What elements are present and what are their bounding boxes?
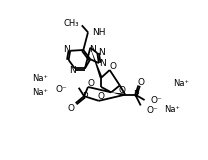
- Text: O: O: [137, 78, 144, 87]
- Text: Na⁺: Na⁺: [32, 74, 48, 83]
- Text: O: O: [98, 92, 105, 101]
- Text: O⁻: O⁻: [55, 85, 67, 94]
- Text: NH: NH: [92, 28, 105, 37]
- Text: O: O: [88, 79, 95, 88]
- Text: O: O: [67, 104, 74, 113]
- Text: N: N: [98, 48, 105, 57]
- Text: P: P: [133, 90, 139, 99]
- Text: O⁻: O⁻: [146, 106, 158, 115]
- Text: CH₃: CH₃: [63, 19, 79, 28]
- Text: Na⁺: Na⁺: [164, 105, 180, 114]
- Polygon shape: [90, 48, 103, 78]
- Text: N: N: [99, 59, 106, 68]
- Polygon shape: [111, 92, 124, 96]
- Text: N: N: [89, 45, 96, 54]
- Text: O⁻: O⁻: [150, 96, 162, 105]
- Text: P: P: [82, 92, 88, 101]
- Text: N: N: [63, 45, 70, 55]
- Text: Na⁺: Na⁺: [32, 88, 48, 97]
- Text: O: O: [119, 86, 126, 95]
- Text: Na⁺: Na⁺: [173, 79, 189, 88]
- Text: N: N: [69, 66, 76, 75]
- Text: O: O: [109, 62, 116, 71]
